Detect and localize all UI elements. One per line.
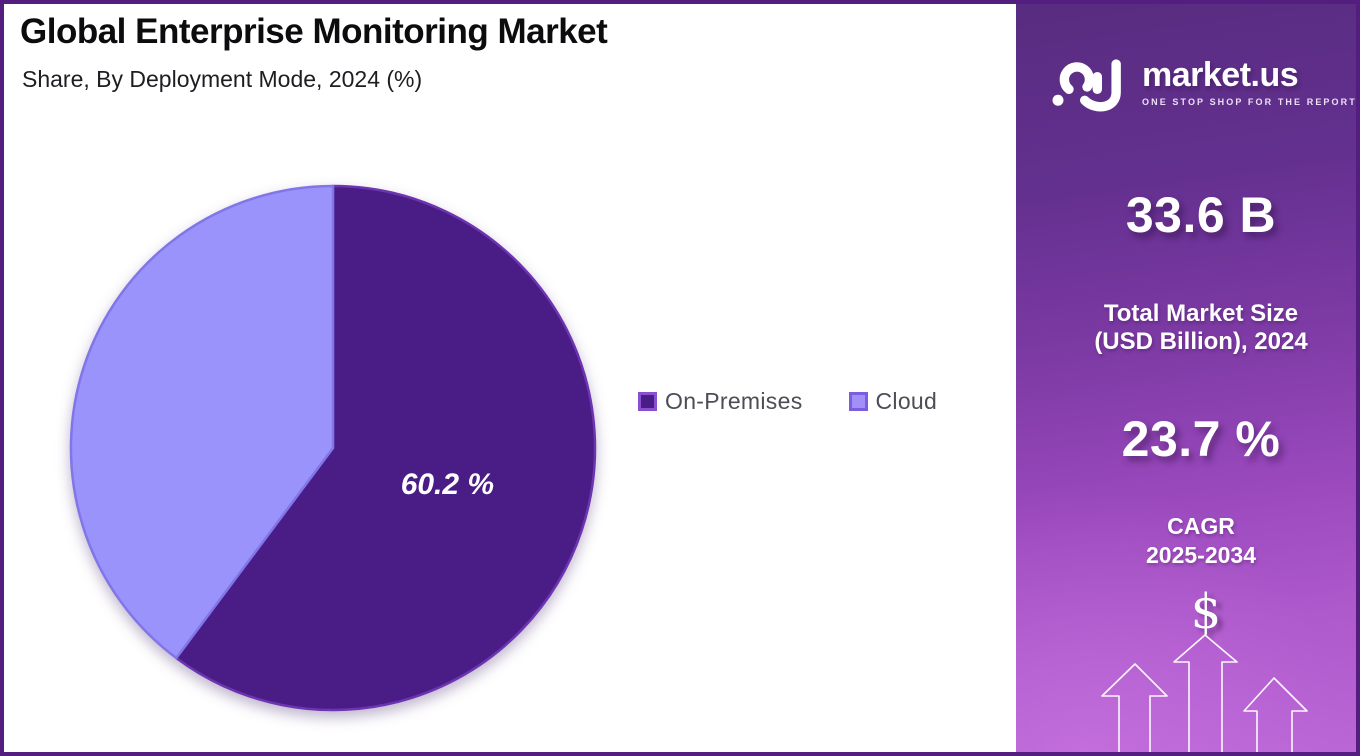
- growth-arrow-left: [1101, 663, 1168, 752]
- pie-slice-on-premises: [175, 184, 597, 712]
- sidebar-content: market.us ONE STOP SHOP FOR THE REPORTS …: [1016, 4, 1356, 752]
- stat-cagr-label: CAGR 2025-2034: [1050, 512, 1352, 570]
- pie-slice-cloud: [69, 184, 335, 660]
- stat-label-line: (USD Billion), 2024: [1094, 328, 1308, 356]
- brand-text: market.us ONE STOP SHOP FOR THE REPORTS: [1142, 50, 1356, 107]
- brand-tagline: ONE STOP SHOP FOR THE REPORTS: [1142, 97, 1356, 107]
- legend-item-cloud: Cloud: [848, 388, 938, 415]
- pie-chart: 60.2 %: [69, 184, 597, 712]
- stat-market-size-label: Total Market Size (USD Billion), 2024: [1050, 300, 1352, 356]
- stat-market-size-value: 33.6 B: [1125, 187, 1277, 243]
- stat-label-line: 2025-2034: [1146, 541, 1256, 568]
- legend-swatch-on-premises: [638, 392, 657, 411]
- growth-arrow-right: [1243, 677, 1308, 752]
- page-title: Global Enterprise Monitoring Market: [20, 12, 608, 51]
- legend-label: Cloud: [875, 388, 938, 414]
- market-us-logo-icon: [1052, 59, 1121, 112]
- stat-label-line: CAGR: [1167, 513, 1235, 539]
- growth-arrow-middle: [1173, 634, 1238, 752]
- dollar-icon: $: [1190, 584, 1222, 640]
- chart-legend: On-Premises Cloud: [638, 388, 937, 415]
- brand-name: market.us: [1142, 56, 1299, 94]
- chart-area: Global Enterprise Monitoring Market Shar…: [4, 4, 1016, 752]
- stat-cagr-value: 23.7 %: [1121, 411, 1281, 467]
- pie-data-label: 60.2 %: [401, 468, 494, 501]
- brand-logo: market.us ONE STOP SHOP FOR THE REPORTS: [1050, 50, 1356, 116]
- sidebar: market.us ONE STOP SHOP FOR THE REPORTS …: [1016, 4, 1356, 752]
- stat-label-line: Total Market Size: [1103, 300, 1299, 327]
- legend-swatch-cloud: [848, 392, 868, 411]
- legend-item-on-premises: On-Premises: [638, 388, 803, 415]
- legend-label: On-Premises: [665, 388, 803, 414]
- growth-arrows-icon: [1101, 634, 1308, 752]
- page-subtitle: Share, By Deployment Mode, 2024 (%): [22, 66, 423, 92]
